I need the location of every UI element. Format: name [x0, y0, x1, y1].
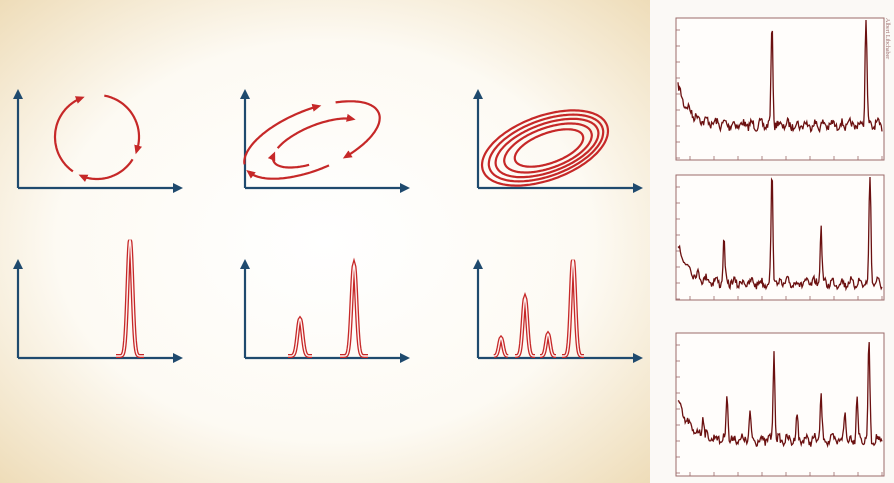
spectrum-frame: [676, 18, 884, 160]
left-panel: [0, 0, 650, 483]
spectrum-frame: [676, 333, 884, 476]
measured-spectra: [676, 18, 884, 476]
figure: Albert Libchaber: [0, 0, 894, 483]
page: Albert Libchaber (() => { const data = J…: [0, 0, 894, 483]
credit: Albert Libchaber: [884, 18, 890, 59]
